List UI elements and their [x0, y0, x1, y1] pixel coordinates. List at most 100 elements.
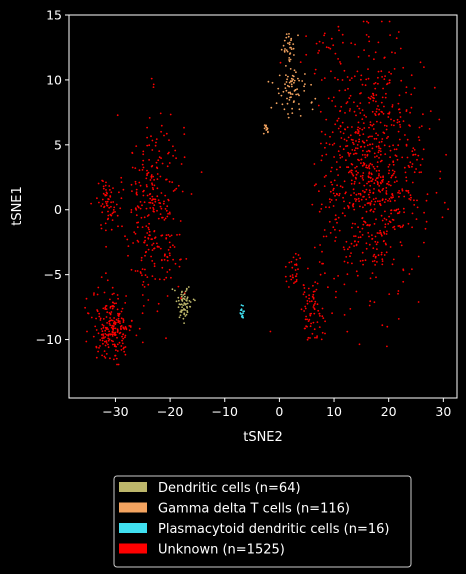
- data-point: [369, 143, 371, 146]
- data-point: [175, 187, 178, 190]
- data-point: [135, 191, 138, 194]
- data-point: [147, 299, 150, 301]
- data-point: [151, 187, 154, 189]
- data-point: [368, 165, 370, 168]
- data-point: [330, 70, 332, 73]
- data-point: [369, 135, 371, 138]
- data-point: [329, 201, 332, 203]
- data-point: [111, 307, 114, 310]
- data-point: [346, 76, 349, 78]
- data-point: [120, 345, 123, 347]
- data-point: [165, 132, 168, 135]
- data-point: [104, 305, 107, 307]
- data-point: [398, 94, 401, 97]
- data-point: [377, 151, 380, 154]
- data-point: [393, 68, 396, 70]
- data-point: [371, 178, 374, 181]
- data-point: [404, 134, 406, 136]
- data-point: [365, 247, 368, 250]
- data-point: [174, 149, 177, 152]
- data-point: [364, 259, 367, 262]
- data-point: [401, 188, 404, 191]
- data-point: [282, 44, 285, 47]
- data-point: [111, 305, 114, 307]
- data-point: [101, 354, 103, 357]
- data-point: [366, 224, 368, 227]
- data-point: [408, 166, 411, 169]
- data-point: [340, 137, 343, 139]
- y-tick-label: 0: [54, 202, 62, 217]
- data-point: [377, 70, 380, 73]
- data-point: [320, 208, 323, 210]
- data-point: [160, 259, 163, 261]
- data-point: [401, 225, 404, 228]
- data-point: [175, 157, 178, 160]
- data-point: [376, 232, 379, 234]
- data-point: [141, 341, 144, 344]
- data-point: [386, 325, 389, 328]
- data-point: [316, 336, 318, 339]
- plot-frame: [68, 14, 458, 399]
- data-point: [287, 75, 289, 78]
- x-tick-label: −20: [157, 404, 183, 419]
- data-point: [87, 312, 90, 315]
- data-point: [350, 242, 353, 245]
- data-point: [262, 132, 265, 135]
- data-point: [292, 256, 295, 259]
- data-point: [342, 132, 345, 135]
- data-point: [386, 82, 389, 85]
- data-point: [370, 173, 373, 176]
- data-point: [374, 113, 376, 115]
- data-point: [299, 61, 302, 63]
- data-point: [177, 306, 180, 309]
- series-0: [84, 20, 449, 366]
- data-point: [387, 166, 390, 168]
- data-point: [168, 162, 171, 164]
- data-point: [107, 210, 109, 213]
- data-point: [166, 259, 169, 262]
- data-point: [146, 244, 149, 247]
- data-point: [379, 150, 382, 153]
- data-point: [99, 319, 102, 321]
- data-point: [120, 310, 123, 313]
- data-point: [151, 202, 154, 205]
- data-point: [397, 102, 400, 105]
- data-point: [384, 75, 386, 77]
- data-point: [383, 57, 386, 59]
- data-point: [267, 80, 270, 83]
- data-point: [356, 274, 359, 277]
- data-point: [377, 82, 379, 85]
- data-point: [381, 189, 384, 192]
- data-point: [149, 179, 152, 181]
- data-point: [368, 189, 371, 192]
- data-point: [314, 281, 317, 283]
- data-point: [343, 248, 346, 251]
- data-point: [318, 261, 321, 263]
- data-point: [348, 153, 350, 156]
- data-point: [368, 304, 371, 307]
- data-point: [382, 176, 384, 179]
- data-point: [384, 96, 387, 99]
- data-point: [147, 226, 150, 229]
- data-point: [396, 118, 399, 121]
- data-point: [328, 206, 331, 209]
- data-point: [107, 328, 109, 331]
- data-point: [372, 92, 375, 95]
- data-point: [332, 189, 334, 192]
- data-point: [100, 333, 103, 336]
- data-point: [114, 354, 116, 357]
- data-point: [116, 350, 119, 352]
- data-point: [100, 224, 102, 226]
- data-point: [166, 256, 169, 258]
- data-point: [319, 110, 322, 113]
- data-point: [291, 80, 294, 82]
- data-point: [398, 195, 400, 198]
- data-point: [131, 166, 134, 169]
- data-point: [332, 192, 335, 195]
- x-tick-label: 20: [381, 404, 397, 419]
- data-point: [104, 344, 107, 347]
- data-point: [306, 300, 309, 302]
- data-point: [168, 241, 171, 244]
- data-point: [402, 224, 405, 227]
- data-point: [385, 218, 388, 221]
